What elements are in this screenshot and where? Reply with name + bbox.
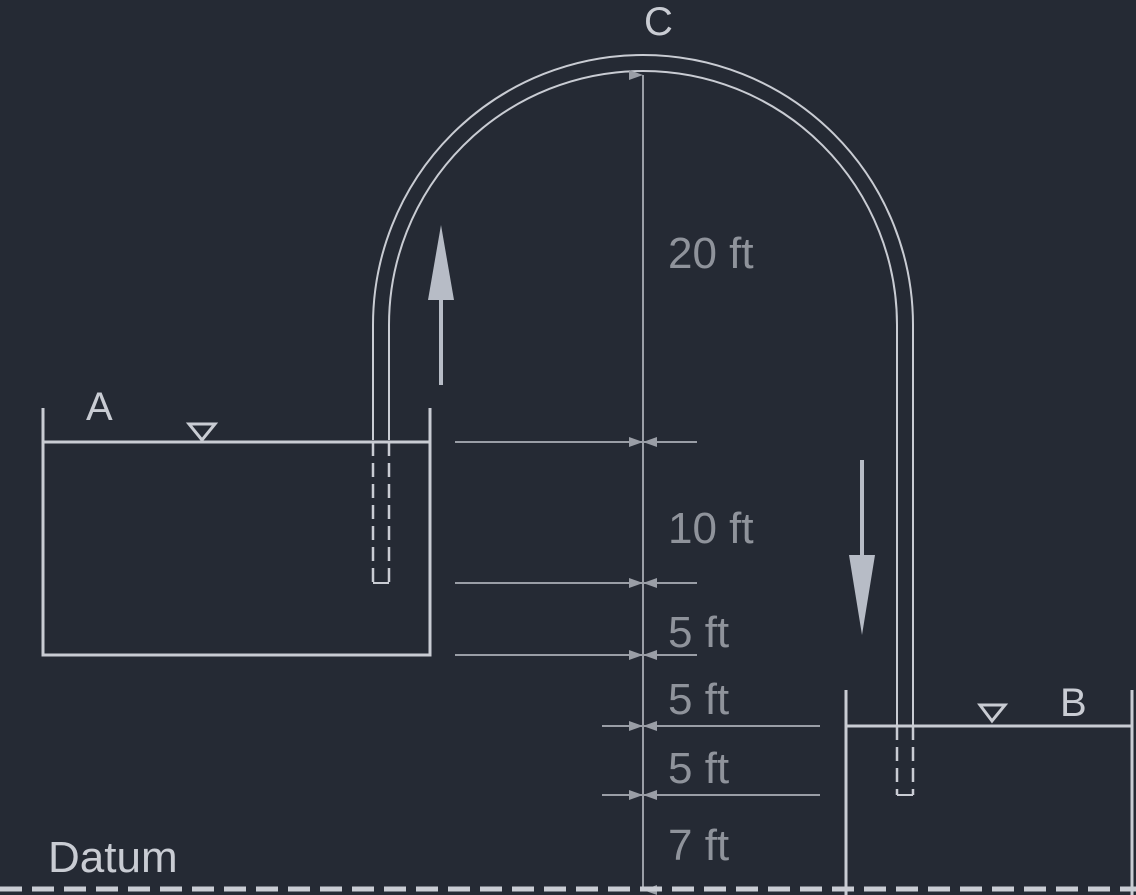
point-c-label: C [644, 0, 673, 44]
flow-arrow-up-head [428, 225, 454, 300]
tank-b: B [844, 681, 1134, 895]
water-level-symbol-b [977, 703, 1009, 724]
datum-label: Datum [48, 833, 178, 882]
flow-arrow-down-head [849, 555, 875, 635]
tank-a-label: A [86, 385, 113, 429]
tank-b-label: B [1060, 681, 1087, 725]
dim-label-5ft-c: 5 ft [668, 744, 729, 793]
datum: Datum [0, 833, 1136, 892]
siphon-pipe [371, 54, 915, 796]
dim-label-20ft: 20 ft [668, 229, 754, 278]
dim-label-10ft: 10 ft [668, 504, 754, 553]
reference-lines [455, 441, 820, 796]
dim-label-5ft-b: 5 ft [668, 675, 729, 724]
dim-label-7ft: 7 ft [668, 821, 729, 870]
water-level-symbol-a [185, 422, 219, 443]
dim-label-5ft-a: 5 ft [668, 608, 729, 657]
dimension-labels: 20 ft 10 ft 5 ft 5 ft 5 ft 7 ft [668, 229, 754, 870]
tank-a: A [41, 385, 432, 657]
flow-arrows [428, 225, 875, 635]
